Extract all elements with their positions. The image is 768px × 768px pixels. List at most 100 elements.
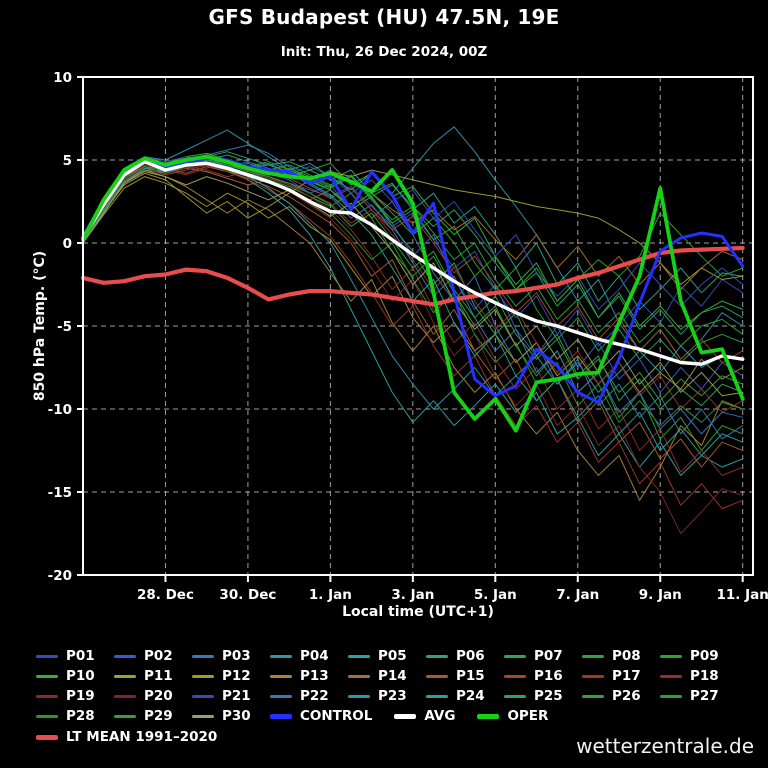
legend-swatch xyxy=(270,654,292,658)
legend-label: P01 xyxy=(66,648,95,664)
y-tick-label: 5 xyxy=(63,153,72,169)
legend-swatch xyxy=(477,713,500,719)
legend-item-p29: P29 xyxy=(114,706,192,726)
legend-swatch xyxy=(660,674,682,678)
legend-label: P17 xyxy=(612,668,641,684)
legend-item-p22: P22 xyxy=(270,686,348,706)
legend-label: CONTROL xyxy=(300,708,373,724)
legend-label: P07 xyxy=(534,648,563,664)
series-P30 xyxy=(82,171,744,397)
x-tick-label: 11. Jan xyxy=(717,587,768,603)
legend-swatch xyxy=(426,694,448,698)
legend-item-p01: P01 xyxy=(36,646,114,666)
series-P11 xyxy=(82,169,744,285)
legend-swatch xyxy=(192,674,214,678)
legend-swatch xyxy=(348,674,370,678)
legend-item-p24: P24 xyxy=(426,686,504,706)
y-tick-label: -15 xyxy=(48,485,72,501)
legend-label: P22 xyxy=(300,688,329,704)
legend-label: P09 xyxy=(690,648,719,664)
legend-item-control: CONTROL xyxy=(270,706,372,726)
series-CONTROL xyxy=(81,156,745,404)
x-tick-label: 28. Dec xyxy=(137,587,194,603)
legend-swatch xyxy=(192,654,214,658)
legend-item-p03: P03 xyxy=(192,646,270,666)
legend-label: P13 xyxy=(300,668,329,684)
legend-label: P15 xyxy=(456,668,485,684)
x-tick-label: 5. Jan xyxy=(474,587,517,603)
legend-label: P06 xyxy=(456,648,485,664)
legend: P01 P02 P03 P04 P05 P06 P07 P08 P09 P10 P11 P12 P13 P… xyxy=(0,646,768,726)
legend-item-p17: P17 xyxy=(582,666,660,686)
x-tick-label: 3. Jan xyxy=(391,587,434,603)
legend-swatch xyxy=(270,674,292,678)
series-OPER xyxy=(81,154,745,433)
legend-label: OPER xyxy=(507,708,549,724)
legend-item-oper: OPER xyxy=(477,706,548,726)
legend-swatch xyxy=(660,694,682,698)
legend-swatch xyxy=(114,654,136,658)
legend-item-p26: P26 xyxy=(582,686,660,706)
legend-swatch xyxy=(504,654,526,658)
y-tick-label: 10 xyxy=(53,70,72,86)
legend-item-p28: P28 xyxy=(36,706,114,726)
legend-item-p07: P07 xyxy=(504,646,582,666)
watermark: wetterzentrale.de xyxy=(576,734,754,758)
ensemble-plot: 10 5 0 -5 -10 -15 -20 28. Dec 30. Dec 1. Jan 3. Ja… xyxy=(48,70,768,603)
legend-label: P02 xyxy=(144,648,173,664)
legend-swatch xyxy=(36,654,58,658)
legend-lt-mean-row: LT MEAN 1991–2020 xyxy=(36,727,239,747)
legend-item-p27: P27 xyxy=(660,686,738,706)
legend-swatch xyxy=(582,674,604,678)
y-tick-label: -10 xyxy=(48,402,72,418)
legend-item-p06: P06 xyxy=(426,646,504,666)
series-P13 xyxy=(82,169,744,501)
legend-swatch xyxy=(36,694,58,698)
legend-label: P26 xyxy=(612,688,641,704)
legend-label: LT MEAN 1991–2020 xyxy=(66,729,218,745)
legend-label: P10 xyxy=(66,668,95,684)
legend-swatch xyxy=(348,654,370,658)
legend-swatch xyxy=(192,694,214,698)
legend-swatch xyxy=(114,694,136,698)
legend-swatch xyxy=(660,654,682,658)
legend-swatch xyxy=(36,714,58,718)
legend-item-lt_mean: LT MEAN 1991–2020 xyxy=(36,727,217,747)
legend-label: P25 xyxy=(534,688,563,704)
legend-label: P04 xyxy=(300,648,329,664)
legend-item-p10: P10 xyxy=(36,666,114,686)
legend-item-p05: P05 xyxy=(348,646,426,666)
legend-label: P20 xyxy=(144,688,173,704)
legend-swatch xyxy=(192,714,214,718)
series-P12 xyxy=(82,176,744,393)
legend-label: P24 xyxy=(456,688,485,704)
legend-item-p20: P20 xyxy=(114,686,192,706)
x-axis-label: Local time (UTC+1) xyxy=(342,604,494,620)
series-AVG xyxy=(81,159,745,366)
legend-swatch xyxy=(426,654,448,658)
legend-item-p21: P21 xyxy=(192,686,270,706)
legend-item-p15: P15 xyxy=(426,666,504,686)
y-tick-label: -20 xyxy=(48,568,72,584)
legend-label: P28 xyxy=(66,708,95,724)
series-P14 xyxy=(82,166,744,290)
legend-item-p04: P04 xyxy=(270,646,348,666)
series-P04 xyxy=(82,126,744,360)
legend-label: P11 xyxy=(144,668,173,684)
legend-label: P03 xyxy=(222,648,251,664)
legend-item-p12: P12 xyxy=(192,666,270,686)
legend-swatch xyxy=(504,694,526,698)
page-title: GFS Budapest (HU) 47.5N, 19E xyxy=(208,5,560,29)
x-tick-label: 1. Jan xyxy=(309,587,352,603)
y-axis-label: 850 hPa Temp. (°C) xyxy=(32,250,48,402)
legend-label: P12 xyxy=(222,668,251,684)
legend-item-p25: P25 xyxy=(504,686,582,706)
legend-label: P29 xyxy=(144,708,173,724)
legend-item-p02: P02 xyxy=(114,646,192,666)
x-tick-label: 7. Jan xyxy=(556,587,599,603)
legend-item-p08: P08 xyxy=(582,646,660,666)
legend-item-p18: P18 xyxy=(660,666,738,686)
legend-label: P19 xyxy=(66,688,95,704)
legend-swatch xyxy=(582,694,604,698)
legend-swatch xyxy=(426,674,448,678)
